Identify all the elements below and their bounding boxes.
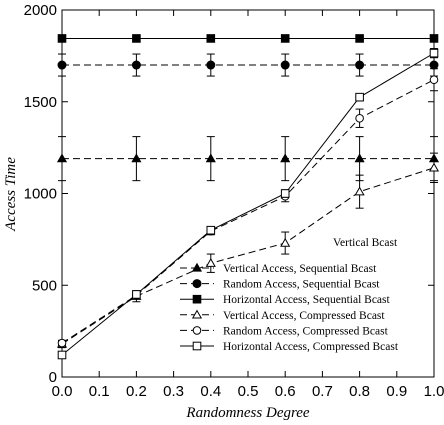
legend-marker: [191, 309, 203, 319]
y-tick-label: 1000: [24, 186, 57, 203]
legend-label: Vertical Access, Compressed Bcast: [223, 310, 385, 322]
x-tick-label: 0.1: [89, 383, 110, 400]
data-point: [57, 338, 67, 348]
y-tick-label: 2000: [24, 2, 57, 19]
data-point: [57, 60, 67, 70]
data-point: [206, 60, 216, 70]
x-tick-label: 0.7: [312, 383, 333, 400]
legend-marker: [192, 294, 202, 304]
data-point: [57, 34, 67, 43]
data-point: [354, 153, 365, 163]
data-point: [280, 60, 290, 70]
y-tick-label: 0: [49, 369, 57, 386]
data-point: [355, 92, 364, 102]
data-point: [132, 290, 141, 299]
legend-label: Horizontal Access, Compressed Bcast: [223, 341, 399, 353]
legend-label: Vertical Access, Sequential Bcast: [223, 263, 377, 275]
data-point: [355, 113, 364, 123]
data-point: [280, 34, 290, 43]
x-tick-label: 0.5: [238, 383, 259, 400]
x-tick-label: 0.2: [126, 383, 147, 400]
data-point: [131, 60, 141, 70]
data-point: [429, 34, 439, 43]
x-tick-label: 1.0: [424, 383, 444, 400]
series-5: [57, 48, 439, 360]
legend-marker: [192, 341, 202, 351]
data-point: [280, 189, 290, 198]
legend-marker: [191, 262, 203, 272]
x-axis-title: Randomness Degree: [185, 405, 310, 421]
legend-label: Random Access, Sequential Bcast: [223, 279, 380, 291]
series-line: [61, 79, 435, 344]
series-line: [61, 52, 435, 356]
legend-label: Horizontal Access, Sequential Bcast: [223, 294, 391, 306]
data-point: [280, 237, 291, 247]
legend-marker: [192, 279, 202, 289]
legend-marker: [192, 326, 202, 335]
series-layer: [56, 34, 440, 360]
annotation-vertical-bcast: Vertical Bcast: [333, 237, 398, 249]
axis-ticks: 0.0 0.1 0.2 0.3 0.4 0.5 0.6 0.7 0.8 0.9 1.0 0 500 100…: [24, 2, 444, 400]
y-tick-label: 1500: [24, 94, 57, 111]
data-point: [280, 153, 291, 163]
x-tick-label: 0.4: [200, 383, 221, 400]
x-tick-label: 0.3: [163, 383, 184, 400]
legend-label: Random Access, Compressed Bcast: [223, 325, 389, 337]
y-axis-title: Access Time: [3, 157, 19, 232]
data-point: [429, 75, 439, 85]
y-tick-label: 500: [32, 277, 57, 294]
series-2: [57, 34, 439, 43]
data-point: [205, 258, 216, 267]
data-point: [56, 153, 68, 163]
x-tick-label: 0.0: [52, 383, 73, 400]
data-point: [57, 350, 67, 360]
data-point: [205, 153, 216, 163]
x-tick-label: 0.9: [386, 383, 407, 400]
data-point: [354, 186, 365, 196]
data-point: [206, 34, 216, 43]
data-point: [131, 153, 142, 163]
data-point: [355, 60, 365, 70]
data-point: [132, 34, 141, 43]
data-point: [428, 162, 440, 172]
data-point: [429, 48, 439, 58]
x-tick-label: 0.8: [349, 383, 370, 400]
x-tick-label: 0.6: [275, 383, 296, 400]
data-point: [355, 34, 364, 43]
legend: Vertical Access, Sequential Bcast Random …: [180, 262, 399, 353]
data-point: [429, 60, 439, 70]
data-point: [206, 225, 216, 235]
series-1: [57, 53, 439, 77]
series-0: [56, 136, 440, 182]
